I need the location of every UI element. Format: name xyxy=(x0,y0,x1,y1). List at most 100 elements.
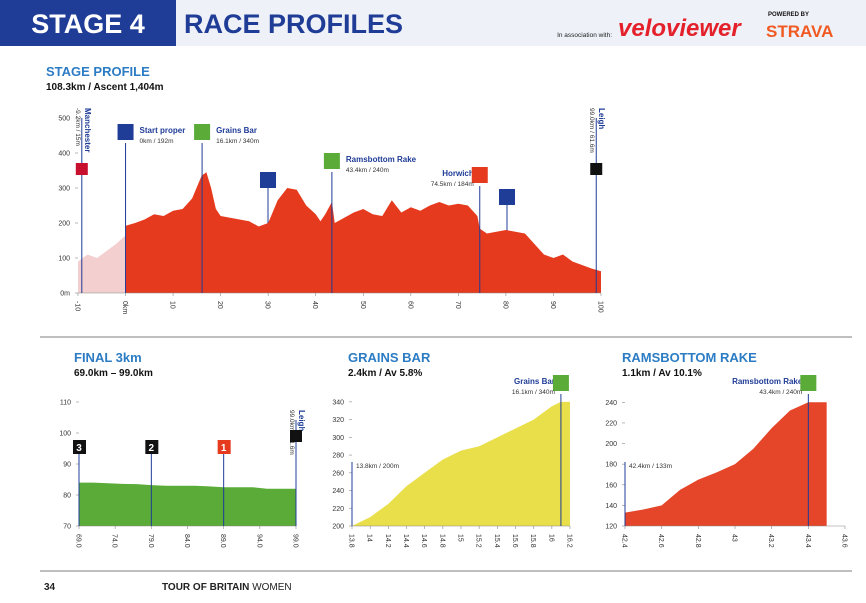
annotation-detail: 0km / 192m xyxy=(140,138,174,145)
annotation-icon xyxy=(117,124,134,140)
x-tick-label: 42.4 xyxy=(621,534,628,548)
y-tick-label: 220 xyxy=(605,420,617,427)
x-tick-label: 15.4 xyxy=(493,534,500,548)
x-tick-label: 13.8 xyxy=(348,534,355,548)
chart-subtitle: 2.4km / Av 5.8% xyxy=(348,368,422,379)
brand: veloviewer xyxy=(618,15,742,42)
annotation-name: Ramsbottom Rake xyxy=(346,155,417,164)
km-marker-label: 1 xyxy=(221,443,227,454)
x-tick-label: 40 xyxy=(311,301,318,309)
x-tick-label: 70 xyxy=(454,301,461,309)
y-tick-label: 180 xyxy=(605,462,617,469)
y-tick-label: 100 xyxy=(58,256,70,263)
chart-title: GRAINS BAR xyxy=(348,350,431,365)
annotation-detail: 16.1km / 340m xyxy=(216,138,259,145)
x-tick-label: 43.2 xyxy=(767,534,774,548)
x-tick-label: 84.0 xyxy=(183,534,190,548)
chart-title: STAGE PROFILE xyxy=(46,64,150,79)
annotation-icon xyxy=(290,430,302,442)
x-tick-label: 94.0 xyxy=(255,534,262,548)
x-tick-label: 15 xyxy=(457,534,464,542)
annotation-icon xyxy=(552,375,569,391)
x-tick-label: 0km xyxy=(121,301,128,314)
annotation-detail: 99.0km / 61.6m xyxy=(588,108,595,153)
x-tick-label: 30 xyxy=(264,301,271,309)
profile-area xyxy=(352,401,570,526)
annotation-detail: 74.5km / 184m xyxy=(431,181,474,188)
y-tick-label: 200 xyxy=(332,524,344,531)
km-marker-flag xyxy=(217,440,231,454)
x-tick-label: 90 xyxy=(549,301,556,309)
edition: WOMEN xyxy=(252,582,291,593)
annotation-detail: 43.4km / 240m xyxy=(759,389,802,396)
annotation-name: Leigh xyxy=(297,410,306,431)
annotation-name: Leigh xyxy=(597,108,606,129)
profile-area xyxy=(125,172,601,293)
x-tick-label: 60 xyxy=(406,301,413,309)
x-tick-label: 43.6 xyxy=(841,534,848,548)
x-tick-label: 16 xyxy=(547,534,554,542)
y-tick-label: 100 xyxy=(59,431,71,438)
profile-area xyxy=(78,235,126,293)
x-tick-label: 100 xyxy=(597,301,604,313)
event: TOUR OF BRITAIN xyxy=(162,582,249,593)
stage-box xyxy=(0,0,176,46)
y-tick-label: 240 xyxy=(605,400,617,407)
x-tick-label: 15.6 xyxy=(511,534,518,548)
annotation-name: Grains Bar xyxy=(216,126,257,135)
profile-area xyxy=(625,402,827,526)
x-tick-label: 43.4 xyxy=(804,534,811,548)
x-tick-label: 14.6 xyxy=(420,534,427,548)
x-tick-label: 69.0 xyxy=(75,534,82,548)
icon xyxy=(499,189,515,205)
x-tick-label: 15.2 xyxy=(475,534,482,548)
annotation-icon xyxy=(471,167,488,183)
y-tick-label: 120 xyxy=(605,524,617,531)
chart-subtitle: 1.1km / Av 10.1% xyxy=(622,368,702,379)
y-tick-label: 90 xyxy=(63,462,71,469)
x-tick-label: 14.8 xyxy=(438,534,445,548)
x-tick-label: 43 xyxy=(731,534,738,542)
x-tick-label: 99.0 xyxy=(292,534,299,548)
y-tick-label: 200 xyxy=(58,221,70,228)
annotation-icon xyxy=(590,163,603,175)
annotation-detail: 42.4km / 133m xyxy=(629,463,672,470)
x-tick-label: 16.2 xyxy=(566,534,573,548)
y-tick-label: 400 xyxy=(58,151,70,158)
y-tick-label: 260 xyxy=(332,470,344,477)
annotation-name: Start proper xyxy=(140,126,186,135)
chart-title: RAMSBOTTOM RAKE xyxy=(622,350,757,365)
y-tick-label: 160 xyxy=(605,482,617,489)
y-tick-label: 240 xyxy=(332,488,344,495)
x-tick-label: 10 xyxy=(169,301,176,309)
association: In association with: xyxy=(557,32,612,39)
x-tick-label: 14.2 xyxy=(384,534,391,548)
x-tick-label: 79.0 xyxy=(147,534,154,548)
y-tick-label: 200 xyxy=(605,441,617,448)
km-marker-flag xyxy=(145,440,159,454)
annotation-detail: -9.2km / 15m xyxy=(74,108,81,146)
x-tick-label: 80 xyxy=(501,301,508,309)
header-title: RACE PROFILES xyxy=(184,9,403,39)
annotation-detail: 16.1km / 340m xyxy=(512,389,555,396)
y-tick-label: 220 xyxy=(332,506,344,513)
x-tick-label: 50 xyxy=(359,301,366,309)
powered-by: POWERED BY xyxy=(768,12,809,18)
x-tick-label: 74.0 xyxy=(111,534,118,548)
stage-label: STAGE 4 xyxy=(31,9,145,39)
profile-area xyxy=(79,482,296,526)
x-tick-label: 42.6 xyxy=(657,534,664,548)
y-tick-label: 300 xyxy=(58,186,70,193)
annotation-name: Grains Bar xyxy=(514,377,555,386)
annotation-icon xyxy=(800,375,817,391)
x-tick-label: -10 xyxy=(74,301,81,311)
y-tick-label: 80 xyxy=(63,493,71,500)
y-tick-label: 320 xyxy=(332,417,344,424)
annotation-detail: 43.4km / 240m xyxy=(346,167,389,174)
annotation-name: Horwich xyxy=(442,169,474,178)
y-tick-label: 110 xyxy=(60,400,71,407)
x-tick-label: 89.0 xyxy=(219,534,226,548)
annotation-icon xyxy=(323,153,340,169)
chart-subtitle: 108.3km / Ascent 1,404m xyxy=(46,82,164,93)
